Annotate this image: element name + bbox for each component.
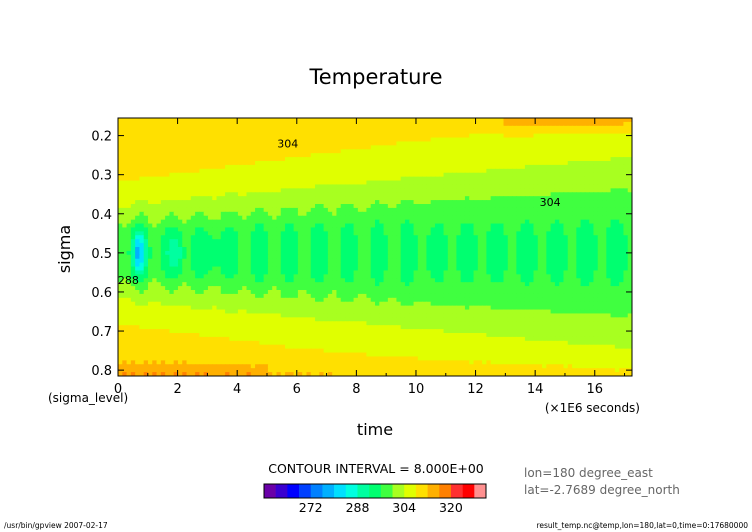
colorbar-swatch xyxy=(264,484,276,498)
colorbar-swatch xyxy=(439,484,452,498)
contour-label: 304 xyxy=(540,196,561,209)
colorbar: 272 288 304 320 xyxy=(263,483,487,515)
contour-label: 288 xyxy=(118,274,139,287)
y-axis: 0.2 0.3 0.4 0.5 0.6 0.7 0.8 xyxy=(91,130,632,379)
x-tick-label: 16 xyxy=(586,382,603,397)
colorbar-swatch xyxy=(310,484,323,498)
y-tick-label: 0.2 xyxy=(91,130,112,145)
x-axis-unit: (×1E6 seconds) xyxy=(545,401,640,415)
colorbar-frame xyxy=(263,483,487,499)
colorbar-tick-label: 320 xyxy=(439,500,463,515)
colorbar-swatch xyxy=(345,484,358,498)
info-lon: lon=180 degree_east xyxy=(524,466,653,480)
colorbar-swatch xyxy=(404,484,417,498)
contour-interval-text: CONTOUR INTERVAL = 8.000E+00 xyxy=(268,461,484,476)
colorbar-tick-label: 272 xyxy=(299,500,323,515)
colorbar-swatch xyxy=(369,484,382,498)
colorbar-tick-label: 288 xyxy=(346,500,370,515)
x-tick-label: 12 xyxy=(467,382,484,397)
info-lat: lat=-2.7689 degree_north xyxy=(524,483,680,497)
chart-title: Temperature xyxy=(308,65,442,89)
x-tick-label: 2 xyxy=(173,382,181,397)
y-axis-label: sigma xyxy=(55,225,74,273)
colorbar-swatch xyxy=(474,484,487,498)
y-tick-label: 0.4 xyxy=(91,208,112,223)
x-tick-label: 14 xyxy=(527,382,544,397)
colorbar-swatch xyxy=(427,484,440,498)
y-tick-label: 0.5 xyxy=(91,247,112,262)
x-tick-label: 6 xyxy=(293,382,301,397)
x-tick-label: 4 xyxy=(233,382,241,397)
contour-label: 304 xyxy=(277,137,298,150)
y-tick-label: 0.7 xyxy=(91,325,112,340)
colorbar-tick-label: 304 xyxy=(392,500,416,515)
y-tick-label: 0.8 xyxy=(91,364,112,379)
y-tick-label: 0.3 xyxy=(91,169,112,184)
contour-labels: 304 304 288 xyxy=(118,137,561,287)
contour-field xyxy=(118,118,632,376)
colorbar-swatch xyxy=(415,484,428,498)
colorbar-swatch xyxy=(462,484,475,498)
colorbar-swatch xyxy=(287,484,300,498)
y-tick-label: 0.6 xyxy=(91,286,112,301)
x-axis-sublabel: (sigma_level) xyxy=(48,391,128,405)
x-tick-label: 0 xyxy=(114,382,122,397)
colorbar-swatch xyxy=(275,484,288,498)
x-tick-label: 8 xyxy=(352,382,360,397)
plot-frame xyxy=(117,117,633,377)
colorbar-swatch xyxy=(334,484,347,498)
colorbar-swatch xyxy=(299,484,312,498)
footer-left: /usr/bin/gpview 2007-02-17 xyxy=(4,521,108,530)
colorbar-swatch xyxy=(322,484,335,498)
colorbar-swatch xyxy=(392,484,405,498)
x-tick-label: 10 xyxy=(408,382,425,397)
colorbar-swatch xyxy=(380,484,393,498)
x-axis-label: time xyxy=(357,420,393,439)
footer-right: result_temp.nc@temp,lon=180,lat=0,time=0… xyxy=(536,521,748,530)
x-axis: 0 2 4 6 8 10 12 14 16 xyxy=(114,118,626,397)
colorbar-swatch xyxy=(450,484,463,498)
colorbar-swatch xyxy=(357,484,370,498)
